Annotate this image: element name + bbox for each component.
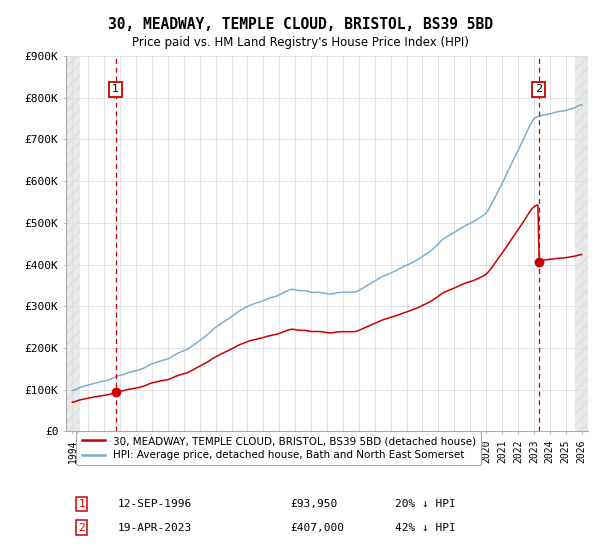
Text: 1: 1	[112, 85, 119, 95]
Text: Price paid vs. HM Land Registry's House Price Index (HPI): Price paid vs. HM Land Registry's House …	[131, 36, 469, 49]
Text: 42% ↓ HPI: 42% ↓ HPI	[395, 522, 455, 533]
Text: 20% ↓ HPI: 20% ↓ HPI	[395, 499, 455, 509]
Text: 12-SEP-1996: 12-SEP-1996	[118, 499, 193, 509]
Text: 1: 1	[78, 499, 85, 509]
Legend: 30, MEADWAY, TEMPLE CLOUD, BRISTOL, BS39 5BD (detached house), HPI: Average pric: 30, MEADWAY, TEMPLE CLOUD, BRISTOL, BS39…	[76, 431, 481, 465]
Bar	[575, 56, 588, 431]
Bar	[66, 56, 80, 431]
Text: 2: 2	[535, 85, 542, 95]
Text: 30, MEADWAY, TEMPLE CLOUD, BRISTOL, BS39 5BD: 30, MEADWAY, TEMPLE CLOUD, BRISTOL, BS39…	[107, 17, 493, 32]
Text: 19-APR-2023: 19-APR-2023	[118, 522, 193, 533]
Text: £93,950: £93,950	[290, 499, 338, 509]
Text: £407,000: £407,000	[290, 522, 344, 533]
Text: 2: 2	[78, 522, 85, 533]
